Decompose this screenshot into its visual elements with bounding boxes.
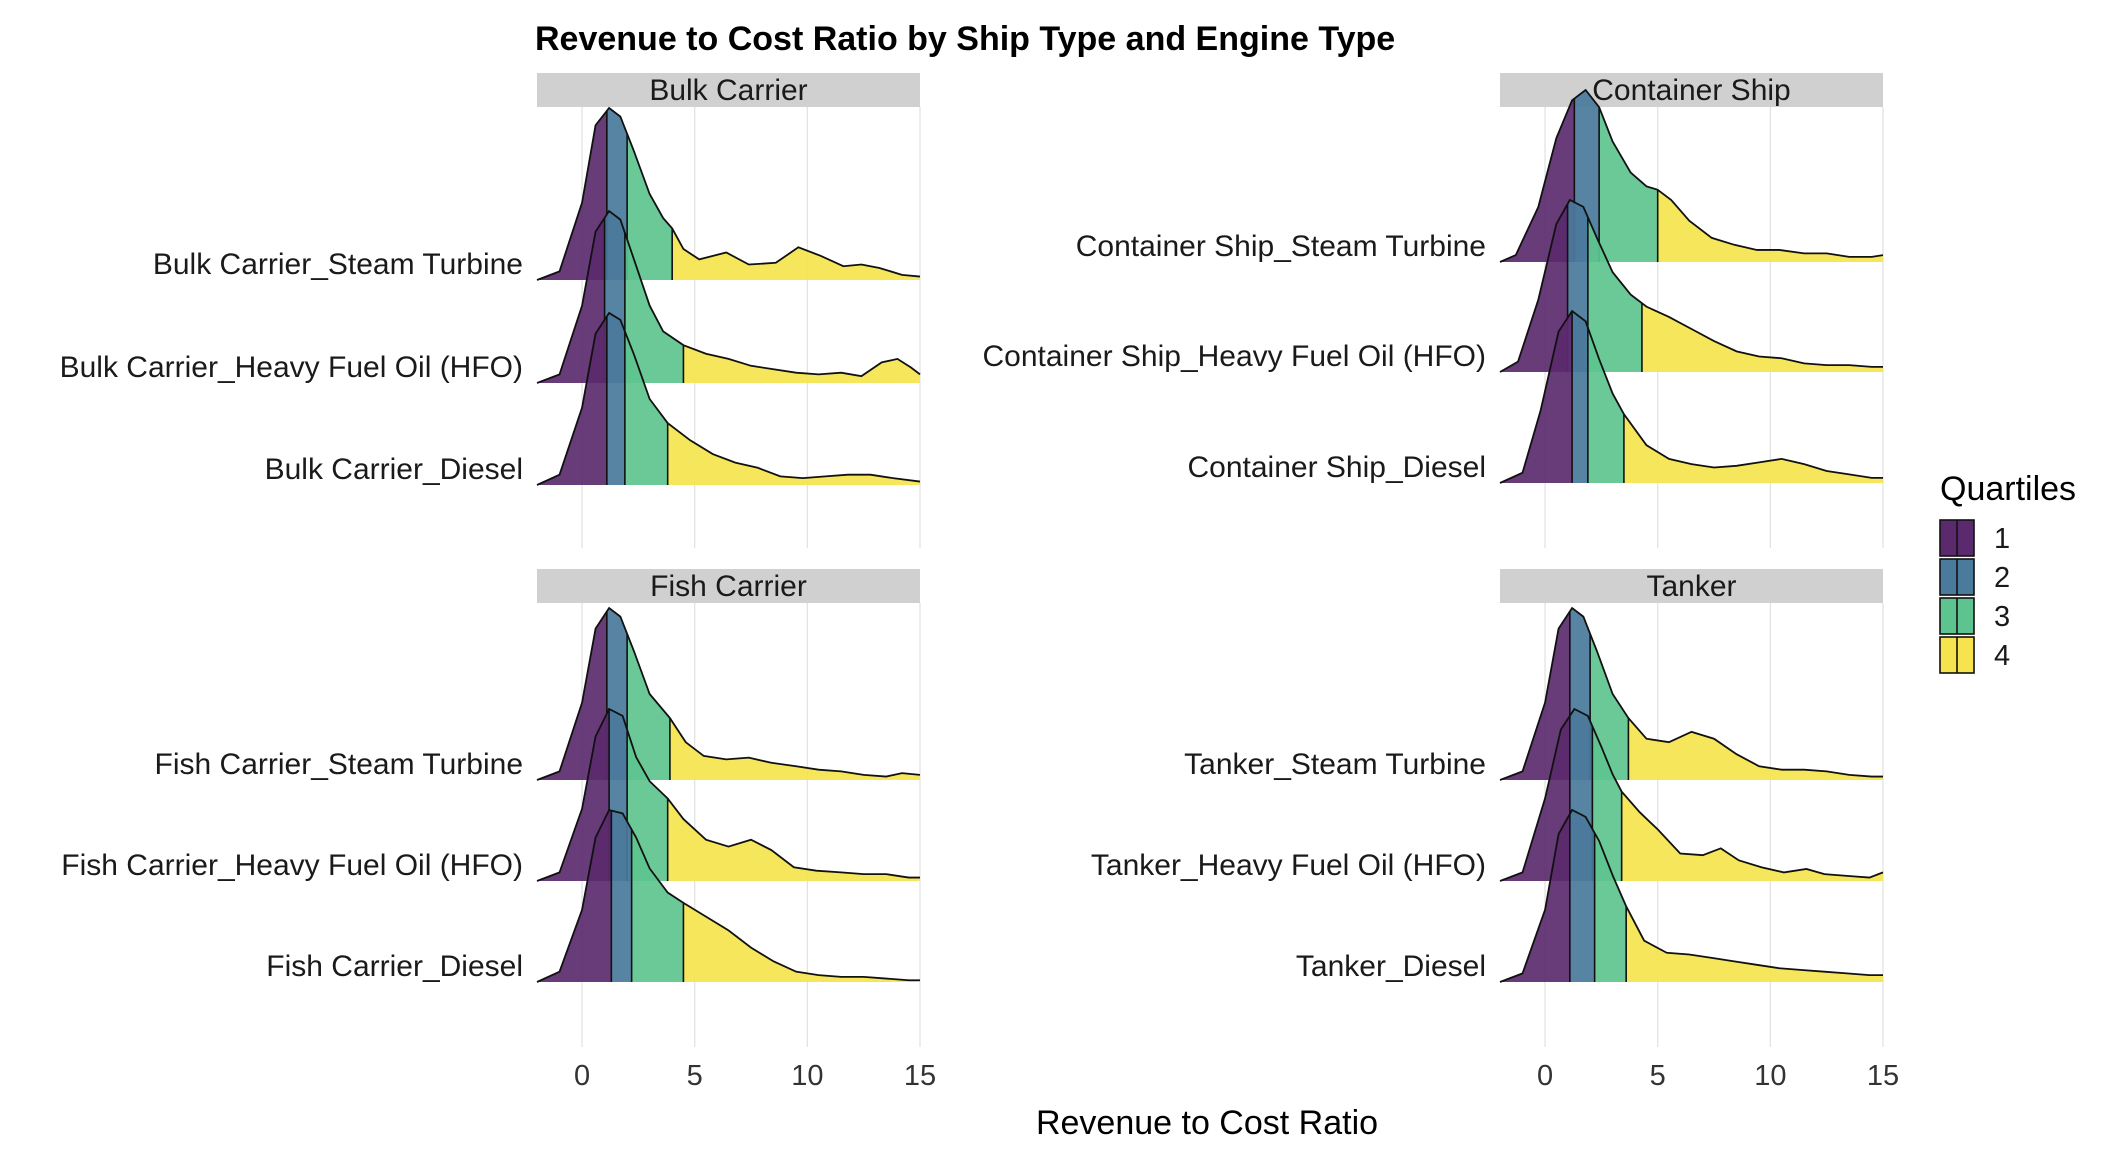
- density-outline: [536, 106, 921, 281]
- legend-item-4: 4: [1939, 636, 2010, 674]
- x-tick-label: 10: [1754, 1060, 1786, 1092]
- row-label: Bulk Carrier_Heavy Fuel Oil (HFO): [60, 351, 523, 384]
- row-label: Fish Carrier_Diesel: [266, 950, 523, 983]
- quartile-3-area: [624, 232, 684, 383]
- row-label: Tanker_Diesel: [1296, 950, 1486, 983]
- density-outline: [1499, 88, 1884, 263]
- row-label: Container Ship_Heavy Fuel Oil (HFO): [982, 340, 1486, 373]
- quartile-2-area: [611, 810, 632, 982]
- quartile-1-area: [1500, 204, 1568, 372]
- row-label: Bulk Carrier_Steam Turbine: [153, 248, 523, 281]
- ridge-fish-carrier-diesel: [536, 808, 920, 983]
- chart-title: Revenue to Cost Ratio by Ship Type and E…: [535, 20, 1395, 58]
- legend-label: 2: [1994, 562, 2010, 594]
- quartile-3-area: [1594, 832, 1627, 982]
- ridge-fish-carrier-steam-turbine: [536, 606, 921, 781]
- legend-label: 1: [1994, 523, 2010, 555]
- quartile-4-area: [1628, 718, 1883, 780]
- facet-strip-label: Container Ship: [1592, 74, 1790, 107]
- density-outline: [536, 808, 920, 983]
- density-outline: [536, 606, 921, 781]
- row-label: Container Ship_Diesel: [1187, 451, 1486, 484]
- facet-strip-label: Bulk Carrier: [649, 74, 807, 107]
- density-outline: [1499, 707, 1884, 882]
- quartile-4-area: [667, 798, 920, 881]
- legend-item-1: 1: [1939, 519, 2010, 557]
- quartile-2-area: [1569, 810, 1595, 982]
- ridge-tanker-diesel: [1499, 808, 1883, 983]
- row-label: Tanker_Steam Turbine: [1184, 748, 1486, 781]
- facet-strip: [537, 569, 920, 603]
- quartile-4-area: [683, 345, 920, 383]
- quartile-1-area: [537, 110, 607, 280]
- density-outline: [1499, 309, 1883, 484]
- legend-label: 4: [1994, 640, 2010, 672]
- quartile-1-area: [1500, 814, 1570, 982]
- quartile-4-area: [1641, 303, 1883, 372]
- legend-item-2: 2: [1939, 558, 2010, 596]
- quartile-4-area: [1623, 414, 1883, 483]
- facet-strip: [1500, 569, 1883, 603]
- x-axis-title: Revenue to Cost Ratio: [1036, 1104, 1378, 1142]
- quartile-4-area: [1621, 791, 1883, 881]
- facet-panel-container-ship: Container Ship Container Ship_Steam Turbi…: [982, 73, 1884, 548]
- facet-strip-label: Tanker: [1646, 570, 1736, 603]
- legend: Quartiles 1 2 3 4: [1939, 470, 2076, 674]
- quartile-1-area: [1500, 715, 1570, 881]
- row-label: Container Ship_Steam Turbine: [1076, 230, 1486, 263]
- quartile-4-area: [672, 228, 920, 280]
- x-tick-label: 5: [687, 1060, 703, 1092]
- row-label: Fish Carrier_Steam Turbine: [155, 748, 523, 781]
- quartile-3-area: [631, 829, 684, 982]
- quartile-1-area: [537, 217, 605, 383]
- quartile-4-area: [1626, 906, 1883, 982]
- facet-strip: [1500, 73, 1883, 107]
- facet-panel-bulk-carrier: Bulk Carrier Bulk Carrier_Steam Turbine Bu…: [60, 73, 921, 548]
- quartile-1-area: [537, 611, 607, 780]
- density-outline: [1499, 606, 1883, 781]
- quartile-4-area: [683, 902, 920, 982]
- row-label: Tanker_Heavy Fuel Oil (HFO): [1091, 849, 1486, 882]
- quartile-3-area: [1587, 217, 1642, 372]
- ridge-bulk-carrier-diesel: [536, 311, 921, 486]
- facet-panel-fish-carrier: Fish Carrier Fish Carrier_Steam Turbine Fi…: [61, 569, 936, 1092]
- quartile-4-area: [1657, 189, 1883, 262]
- quartile-1-area: [1500, 98, 1575, 262]
- quartile-1-area: [537, 316, 607, 485]
- quartile-4-area: [669, 718, 920, 780]
- quartile-1-area: [1500, 611, 1570, 780]
- row-label: Bulk Carrier_Diesel: [265, 453, 523, 486]
- x-tick-label: 15: [1867, 1060, 1899, 1092]
- quartile-3-area: [624, 331, 668, 485]
- facet-panel-tanker: Tanker Tanker_Steam Turbine Tanker_Heavy F…: [1091, 569, 1899, 1092]
- quartile-2-area: [1572, 311, 1588, 483]
- x-tick-label: 5: [1650, 1060, 1666, 1092]
- legend-label: 3: [1994, 601, 2010, 633]
- quartile-4-area: [667, 423, 920, 485]
- density-outline: [536, 311, 921, 486]
- x-tick-label: 15: [904, 1060, 936, 1092]
- density-outline: [1499, 808, 1883, 983]
- quartile-3-area: [1587, 327, 1624, 483]
- row-label: Fish Carrier_Heavy Fuel Oil (HFO): [61, 849, 523, 882]
- density-outline: [536, 209, 921, 384]
- legend-title: Quartiles: [1940, 470, 2076, 508]
- quartile-3-area: [1599, 107, 1658, 262]
- facet-strip-label: Fish Carrier: [650, 570, 807, 603]
- quartile-2-area: [606, 313, 625, 485]
- quartile-1-area: [537, 709, 610, 881]
- density-outline: [1499, 198, 1883, 373]
- density-outline: [536, 707, 920, 882]
- x-tick-label: 10: [791, 1060, 823, 1092]
- quartile-3-area: [627, 133, 673, 280]
- x-tick-label: 0: [1537, 1060, 1553, 1092]
- x-tick-label: 0: [574, 1060, 590, 1092]
- ridge-container-ship-steam-turbine: [1499, 88, 1884, 263]
- ridge-container-ship-diesel: [1499, 309, 1883, 484]
- legend-item-3: 3: [1939, 597, 2010, 635]
- quartile-3-area: [627, 633, 670, 780]
- facet-strip: [537, 73, 920, 107]
